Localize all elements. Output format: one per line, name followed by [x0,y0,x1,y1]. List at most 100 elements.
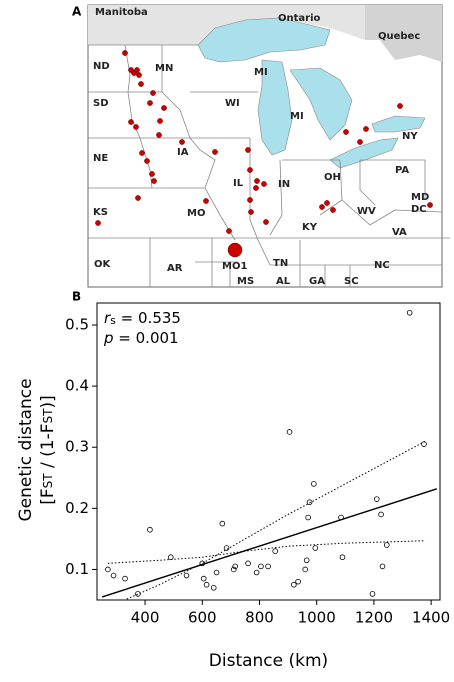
trend-line [123,440,426,600]
state-borders [88,44,450,287]
point [203,581,210,588]
x-tick-label: 800 [245,609,274,627]
lake-ontario [371,115,426,133]
map-label: KY [302,222,318,233]
quebec [365,5,442,62]
map-label: MO [187,208,205,219]
point [406,309,413,316]
point [210,584,217,591]
map-label: ND [93,61,110,72]
trend-line [107,540,426,564]
map-label: NC [374,260,390,271]
annotation-part: p [103,329,114,347]
map-label: GA [309,276,325,287]
point [312,545,319,551]
y-axis-label-part: )] [38,395,58,408]
x-tick-label: 600 [188,609,217,627]
sample-sites [95,50,433,258]
map-label: NE [93,153,108,164]
point [373,496,380,502]
point [265,563,271,570]
point [122,575,128,582]
point [303,557,310,564]
point [258,563,264,570]
point [200,575,207,582]
annotation-part: = 0.535 [116,309,181,327]
trend-line [101,488,438,598]
point [135,591,141,597]
panel-letter: A [72,5,82,19]
point [306,499,313,506]
map-label: OK [94,259,112,270]
y-tick-label: 0.5 [65,316,89,334]
y-tick-label: 0.1 [65,560,89,578]
point [110,572,117,579]
map-label: MS [237,276,254,287]
y-axis-label-part: [F [38,488,58,504]
y-tick-label: 0.2 [65,499,89,517]
point [302,566,309,573]
map-label: AR [167,263,183,274]
lake-superior [197,17,331,63]
point [311,481,317,487]
point [305,514,311,521]
point [383,542,390,548]
annotation: p = 0.001 [103,329,179,347]
panel-letter: B [72,290,81,304]
map-label: MN [155,63,173,74]
map-label: Manitoba [95,7,148,18]
point [183,572,190,579]
map-label: MI [254,67,268,78]
scatter-chart: B 0.1 0.2 0.3 0.4 0.5 400 600 800 1000 1200 1400 Dis… [16,290,450,672]
point [245,560,251,567]
map-label: SC [344,276,359,287]
annotation-part: s [110,314,116,327]
map-label: Ontario [278,13,321,24]
y-axis-label: [FST / (1-FST)] [38,395,58,505]
point [295,578,301,585]
point [338,514,344,521]
x-tick-label: 400 [131,609,160,627]
point [369,591,376,597]
map-label: WV [357,206,376,217]
map-label: DC [411,204,427,215]
point [232,563,238,570]
map: A Manitoba Ontario Quebec ND MN SD WI MI MI NY NE I… [72,4,450,288]
point [223,545,230,551]
x-tick-label: 1000 [298,609,336,627]
y-axis-label-part: Genetic distance [16,378,36,521]
point [272,548,279,554]
y-axis-label-part: / (1-F [38,423,58,473]
map-label: SD [93,98,109,109]
annotation-part: = 0.001 [114,329,179,347]
point [168,554,174,561]
map-label: MD [411,192,429,203]
plot-frame [96,302,441,601]
map-label: IN [278,179,290,190]
map-label: KS [93,207,108,218]
map-label: AL [276,276,291,287]
lake-michigan [257,59,293,156]
map-label: IA [177,147,189,158]
point [291,581,297,588]
x-axis-label: Distance (km) [209,651,328,671]
annotation-part: r [104,309,111,327]
y-tick-label: 0.3 [65,438,89,456]
x-tick-label: 1400 [412,609,450,627]
point [219,520,226,527]
point [286,429,293,435]
map-label: IL [233,178,244,189]
point [253,569,260,576]
annotation: rs = 0.535 [104,309,181,328]
point [339,554,346,561]
point [421,441,427,447]
map-label: TN [273,258,288,269]
point [230,566,237,573]
map-label: PA [395,165,409,176]
map-label: OH [324,172,341,183]
point [147,526,153,533]
x-tick-label: 1200 [355,609,393,627]
canada [198,5,365,45]
y-axis-label-part: ST [41,473,55,489]
